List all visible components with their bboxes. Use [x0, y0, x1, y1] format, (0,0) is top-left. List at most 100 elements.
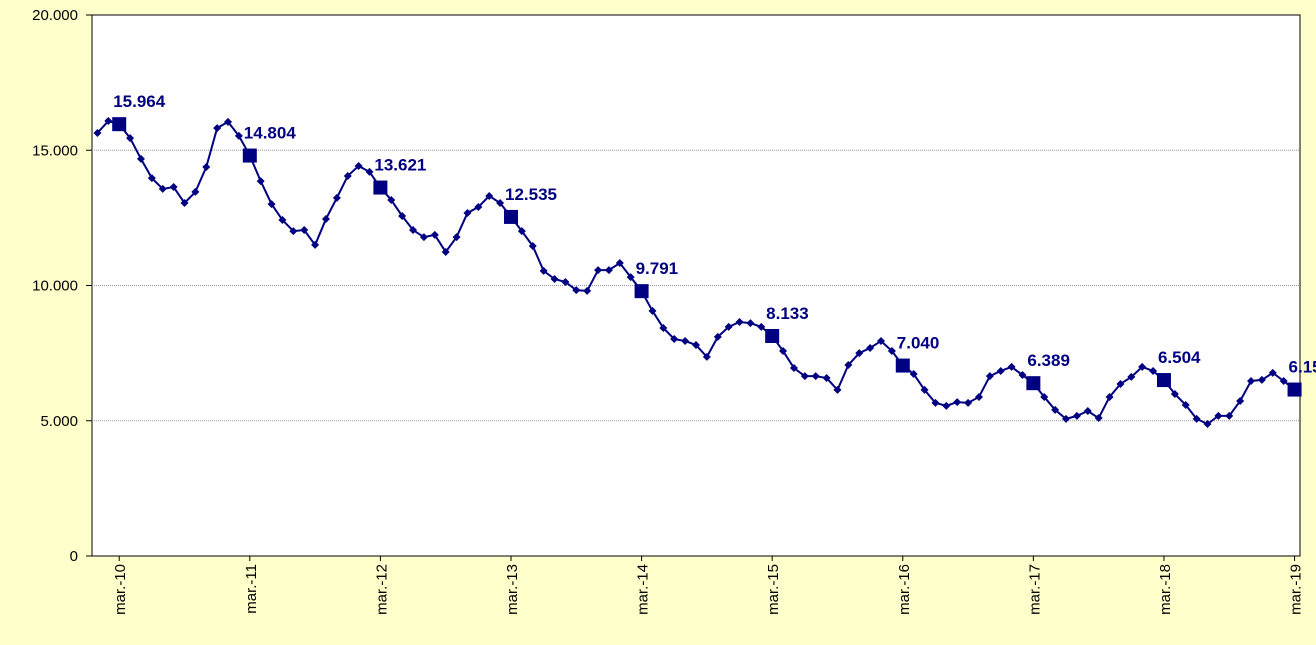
marker-diamond: [213, 124, 222, 133]
data-label: 12.535: [505, 185, 557, 204]
marker-diamond: [583, 286, 592, 295]
marker-diamond: [1268, 368, 1277, 377]
marker-diamond: [1105, 392, 1114, 401]
y-tick-label: 0: [70, 548, 78, 565]
marker-diamond: [419, 233, 428, 242]
marker-diamond: [985, 372, 994, 381]
marker-diamond: [1236, 397, 1245, 406]
x-tick-label: mar.-13: [504, 564, 521, 615]
marker-diamond: [354, 161, 363, 170]
marker-diamond: [398, 211, 407, 220]
marker-diamond: [474, 203, 483, 212]
marker-diamond: [1192, 414, 1201, 423]
marker-diamond: [713, 332, 722, 341]
marker-diamond: [702, 352, 711, 361]
marker-diamond: [441, 247, 450, 256]
data-label: 13.621: [374, 156, 426, 175]
marker-diamond: [332, 193, 341, 202]
marker-diamond: [1062, 414, 1071, 423]
marker-diamond: [866, 343, 875, 352]
marker-square: [503, 209, 518, 224]
marker-diamond: [1138, 362, 1147, 371]
marker-diamond: [147, 174, 156, 183]
x-tick-label: mar.-17: [1026, 564, 1043, 615]
marker-diamond: [430, 230, 439, 239]
marker-diamond: [485, 191, 494, 200]
marker-diamond: [496, 198, 505, 207]
marker-diamond: [365, 167, 374, 176]
y-tick-label: 20.000: [32, 7, 78, 24]
marker-diamond: [234, 131, 243, 140]
marker-diamond: [1116, 379, 1125, 388]
x-tick-label: mar.-18: [1157, 564, 1174, 615]
marker-diamond: [1181, 401, 1190, 410]
marker-diamond: [974, 392, 983, 401]
marker-diamond: [1225, 411, 1234, 420]
marker-diamond: [789, 364, 798, 373]
marker-diamond: [1247, 376, 1256, 385]
marker-diamond: [191, 187, 200, 196]
marker-diamond: [561, 277, 570, 286]
marker-diamond: [800, 372, 809, 381]
marker-diamond: [278, 216, 287, 225]
marker-diamond: [528, 242, 537, 251]
marker-diamond: [615, 259, 624, 268]
y-tick-label: 5.000: [40, 413, 78, 430]
marker-diamond: [1214, 411, 1223, 420]
marker-square: [765, 329, 780, 344]
marker-diamond: [452, 233, 461, 242]
marker-diamond: [822, 374, 831, 383]
marker-square: [112, 117, 127, 132]
marker-diamond: [648, 306, 657, 315]
marker-diamond: [931, 398, 940, 407]
marker-diamond: [387, 196, 396, 205]
marker-diamond: [1040, 392, 1049, 401]
marker-square: [895, 358, 910, 373]
x-tick-label: mar.-12: [373, 564, 390, 615]
marker-diamond: [539, 266, 548, 275]
marker-diamond: [964, 398, 973, 407]
marker-diamond: [1279, 376, 1288, 385]
marker-diamond: [300, 226, 309, 235]
marker-diamond: [724, 322, 733, 331]
marker-diamond: [604, 266, 613, 275]
marker-diamond: [550, 275, 559, 284]
marker-diamond: [93, 128, 102, 137]
marker-square: [1287, 382, 1302, 397]
marker-diamond: [517, 227, 526, 236]
marker-diamond: [321, 214, 330, 223]
marker-diamond: [811, 372, 820, 381]
marker-diamond: [169, 183, 178, 192]
marker-diamond: [1094, 414, 1103, 423]
marker-diamond: [670, 335, 679, 344]
marker-diamond: [659, 323, 668, 332]
x-tick-label: mar.-16: [896, 564, 913, 615]
marker-diamond: [343, 171, 352, 180]
x-tick-label: mar.-14: [635, 564, 652, 615]
marker-diamond: [256, 177, 265, 186]
marker-diamond: [594, 266, 603, 275]
marker-diamond: [158, 184, 167, 193]
marker-diamond: [844, 361, 853, 370]
data-label: 6.504: [1158, 348, 1201, 367]
marker-diamond: [1007, 362, 1016, 371]
marker-diamond: [267, 200, 276, 209]
data-label: 14.804: [244, 124, 297, 143]
x-tick-label: mar.-15: [765, 564, 782, 615]
marker-diamond: [1051, 405, 1060, 414]
marker-diamond: [833, 385, 842, 394]
data-label: 6.389: [1027, 351, 1070, 370]
marker-square: [1156, 373, 1171, 388]
marker-diamond: [126, 134, 135, 143]
marker-diamond: [887, 346, 896, 355]
marker-diamond: [409, 226, 418, 235]
data-label: 6.153: [1289, 358, 1316, 377]
marker-diamond: [1083, 407, 1092, 416]
marker-diamond: [1203, 419, 1212, 428]
marker-diamond: [289, 227, 298, 236]
marker-diamond: [855, 349, 864, 358]
marker-diamond: [681, 336, 690, 345]
marker-diamond: [202, 163, 211, 172]
marker-diamond: [1257, 375, 1266, 384]
